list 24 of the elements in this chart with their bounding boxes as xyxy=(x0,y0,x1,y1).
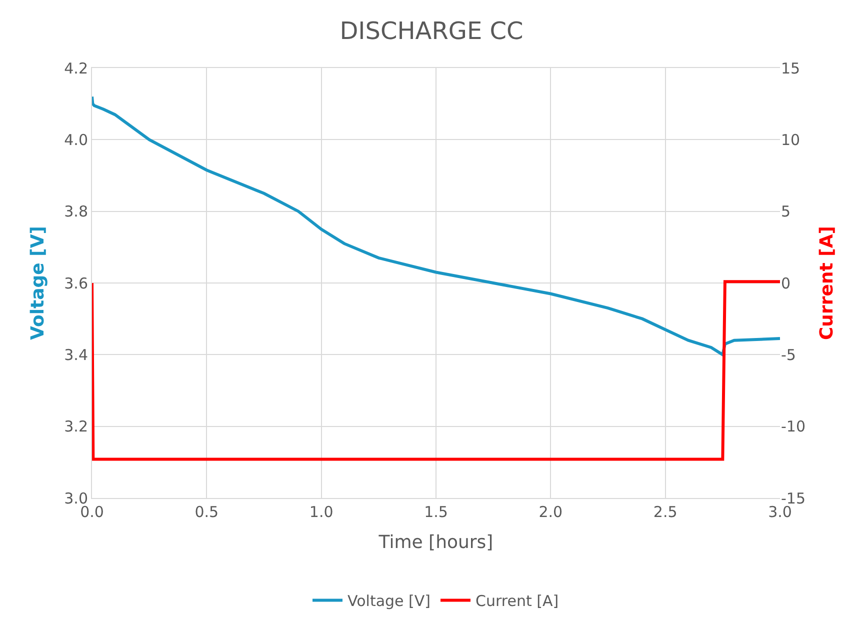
line-series xyxy=(92,95,780,356)
legend-label: Current [A] xyxy=(476,592,559,610)
x-tick-label: 0.5 xyxy=(194,503,219,521)
x-tick-label: 1.5 xyxy=(424,503,448,521)
y-tick-label: 3.2 xyxy=(64,418,88,436)
y-tick-label: 3.4 xyxy=(64,346,88,364)
y2-axis-title: Current [A] xyxy=(816,226,838,340)
x-axis-title: Time [hours] xyxy=(378,532,494,554)
y-tick-label: 3.8 xyxy=(64,202,88,221)
x-tick-label: 1.0 xyxy=(309,503,334,521)
y2-tick-label: 5 xyxy=(781,202,791,221)
y-tick-label: 3.6 xyxy=(64,274,88,292)
y2-tick-label: -10 xyxy=(781,418,806,436)
legend-label: Voltage [V] xyxy=(348,592,430,610)
y2-tick-label: 0 xyxy=(781,274,791,292)
y2-tick-label: -5 xyxy=(781,346,796,364)
y-axis-title: Voltage [V] xyxy=(27,226,48,340)
chart-title: DISCHARGE CC xyxy=(340,16,524,45)
y2-tick-label: 10 xyxy=(781,130,800,149)
y-tick-label: 4.0 xyxy=(64,130,88,149)
y2-tick-label: 15 xyxy=(781,59,800,78)
x-tick-label: 2.0 xyxy=(538,503,563,521)
y-tick-label: 4.2 xyxy=(64,59,88,78)
x-tick-label: 2.5 xyxy=(653,503,678,521)
